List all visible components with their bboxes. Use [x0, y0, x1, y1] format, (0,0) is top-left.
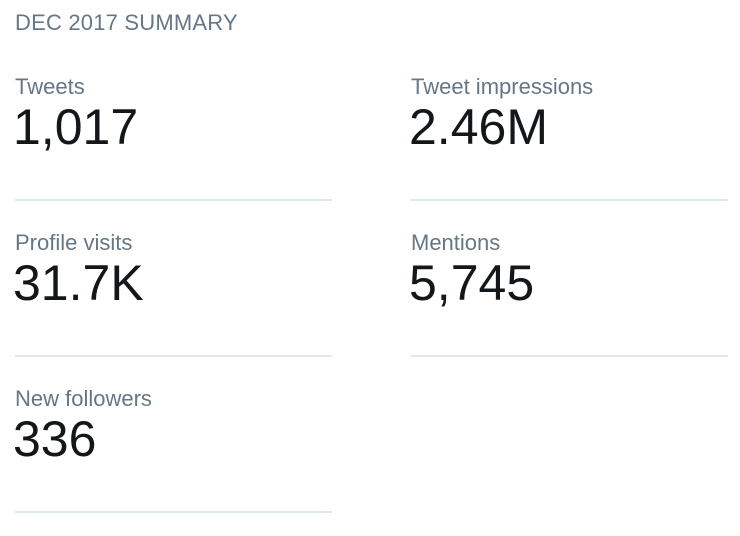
- stat-value: 1,017: [13, 99, 139, 155]
- stat-value: 31.7K: [13, 255, 144, 311]
- stat-label: Profile visits: [15, 230, 133, 255]
- stat-mentions: Mentions 5,745: [409, 229, 728, 357]
- stat-label: Mentions: [411, 230, 501, 255]
- stat-value: 336: [13, 411, 97, 467]
- stat-tweets: Tweets 1,017: [13, 73, 332, 201]
- stat-label: Tweets: [15, 74, 85, 99]
- stat-profile-visits: Profile visits 31.7K: [13, 229, 332, 357]
- stat-value: 5,745: [409, 255, 535, 311]
- stat-label: Tweet impressions: [411, 74, 594, 99]
- stat-new-followers: New followers 336: [13, 385, 332, 513]
- stat-tweet-impressions: Tweet impressions 2.46M: [409, 73, 728, 201]
- summary-title: DEC 2017 SUMMARY: [15, 10, 238, 35]
- stat-value: 2.46M: [409, 99, 548, 155]
- stat-label: New followers: [15, 386, 152, 411]
